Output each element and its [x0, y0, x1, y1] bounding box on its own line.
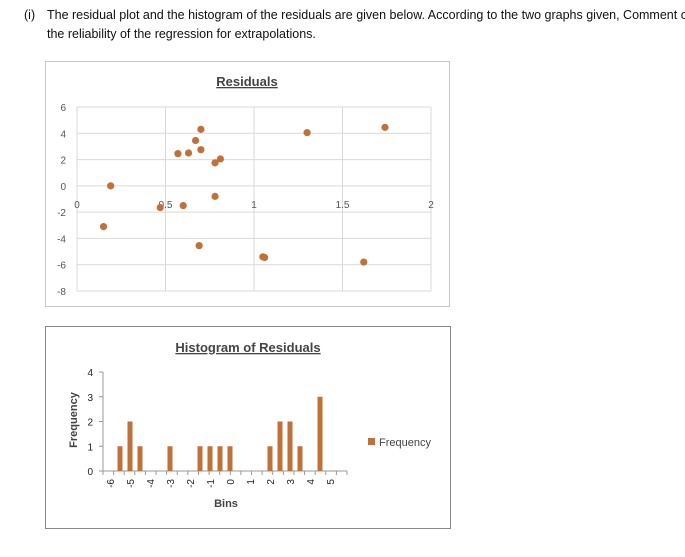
data-point [197, 146, 205, 154]
x-tick-label: -6 [106, 479, 117, 488]
histogram-bar [277, 421, 283, 471]
histogram-bar [117, 446, 123, 471]
x-tick-label: 5 [326, 479, 337, 485]
x-tick-label: 2 [428, 200, 434, 211]
histogram-x-label: Bins [214, 498, 238, 510]
legend-label: Frequency [379, 437, 431, 449]
y-tick-label: -4 [57, 234, 66, 245]
histogram-bar [227, 446, 233, 471]
question-text: The residual plot and the histogram of t… [47, 8, 685, 41]
data-point [99, 223, 108, 231]
data-point [184, 149, 193, 157]
x-tick-label: 0.5 [159, 200, 173, 211]
histogram-title: Histogram of Residuals [175, 340, 320, 355]
x-tick-label: 4 [306, 479, 317, 485]
histogram-frame [45, 326, 451, 529]
histogram-y-label: Frequency [68, 391, 80, 448]
data-point [303, 129, 311, 137]
x-tick-label: -2 [186, 479, 197, 488]
histogram-bar [287, 421, 293, 471]
y-tick-label: -8 [57, 287, 66, 298]
data-point [195, 242, 203, 250]
question-number: (i) [24, 8, 36, 22]
residual-plot-title: Residuals [216, 74, 277, 89]
histogram-bar [317, 396, 323, 471]
data-point [179, 201, 187, 210]
y-tick-label: 4 [87, 368, 93, 379]
data-point [197, 125, 205, 133]
data-point [174, 150, 182, 158]
legend-swatch [368, 438, 375, 445]
data-point [381, 123, 389, 131]
data-point [211, 192, 219, 200]
x-tick-label: 0 [226, 479, 237, 485]
y-tick-label: 1 [87, 442, 93, 453]
x-tick-label: 0 [74, 200, 80, 211]
y-tick-label: 6 [60, 103, 66, 114]
y-tick-label: 2 [87, 418, 93, 429]
y-tick-label: -2 [57, 208, 66, 219]
y-tick-label: 0 [60, 182, 66, 193]
data-point [216, 155, 224, 163]
histogram-bar [127, 421, 133, 471]
data-point [360, 258, 368, 266]
histogram-bar [137, 446, 143, 471]
x-tick-label: 1 [251, 200, 257, 211]
histogram-bar [167, 446, 173, 471]
data-point [191, 136, 200, 145]
data-point [261, 253, 269, 262]
x-tick-label: -5 [126, 479, 137, 488]
x-tick-label: 3 [286, 479, 297, 485]
x-tick-label: -4 [146, 479, 157, 488]
x-tick-label: -1 [206, 479, 217, 488]
histogram-bar [197, 446, 203, 471]
y-tick-label: 4 [60, 129, 66, 140]
x-tick-label: 1.5 [336, 200, 350, 211]
histogram-bar [207, 446, 213, 471]
data-point [156, 203, 164, 212]
histogram-bar [297, 446, 303, 471]
x-tick-label: -3 [166, 479, 177, 488]
data-point [107, 182, 115, 190]
histogram-bar [267, 446, 273, 471]
y-tick-label: -6 [57, 261, 66, 272]
y-tick-label: 2 [60, 156, 66, 167]
x-tick-label: 2 [266, 479, 277, 485]
histogram-bar [217, 446, 223, 471]
x-tick-label: 1 [246, 479, 257, 485]
y-tick-label: 3 [87, 393, 93, 404]
y-tick-label: 0 [87, 467, 93, 478]
data-point [211, 159, 219, 167]
